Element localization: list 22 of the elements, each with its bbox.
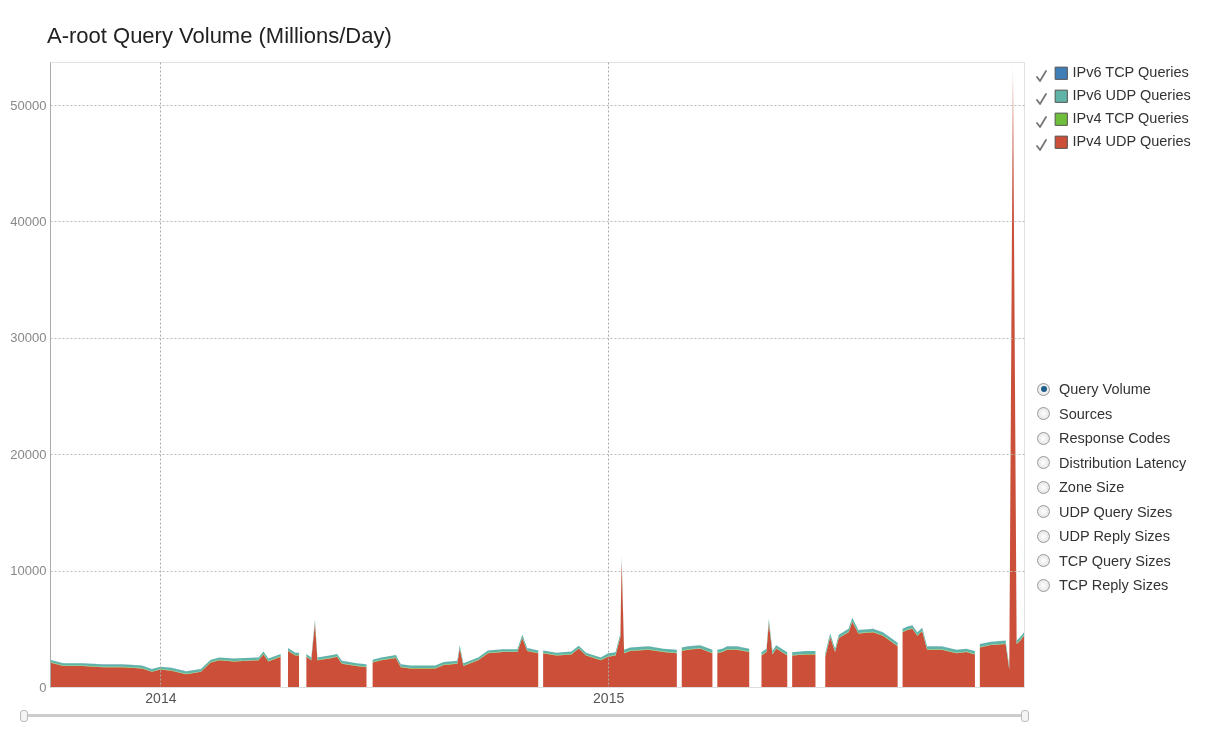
legend-label: IPv4 TCP Queries <box>1072 110 1189 127</box>
x-tick-label: 2015 <box>593 689 625 706</box>
category-label: UDP Reply Sizes <box>1059 528 1170 545</box>
category-label: TCP Query Sizes <box>1059 552 1171 569</box>
y-tick-label: 20000 <box>10 446 47 462</box>
legend-label: IPv6 TCP Queries <box>1072 64 1189 81</box>
category-label: Sources <box>1059 405 1113 422</box>
category-label: Distribution Latency <box>1059 454 1187 471</box>
y-tick-label: 50000 <box>10 97 47 113</box>
x-tick-label: 2014 <box>145 689 177 706</box>
category-label: Query Volume <box>1059 381 1151 398</box>
category-label: Zone Size <box>1059 479 1125 496</box>
chart-title: A-root Query Volume (Millions/Day) <box>47 23 392 48</box>
legend-label: IPv4 UDP Queries <box>1072 133 1191 150</box>
y-tick-label: 0 <box>39 679 47 695</box>
y-tick-label: 30000 <box>10 330 47 346</box>
y-tick-label: 40000 <box>10 213 47 229</box>
legend-label: IPv6 UDP Queries <box>1072 87 1191 104</box>
category-label: UDP Query Sizes <box>1059 503 1173 520</box>
y-tick-label: 10000 <box>10 563 47 579</box>
category-label: Response Codes <box>1059 430 1171 447</box>
category-label: TCP Reply Sizes <box>1059 577 1169 594</box>
